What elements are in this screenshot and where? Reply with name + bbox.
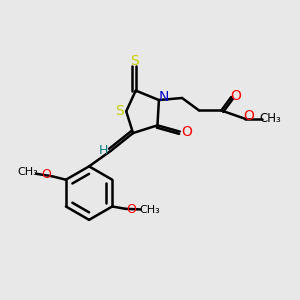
Text: O: O bbox=[127, 203, 136, 216]
Text: N: N bbox=[158, 89, 169, 103]
Text: CH₃: CH₃ bbox=[139, 205, 160, 215]
Text: S: S bbox=[115, 104, 124, 118]
Text: CH₃: CH₃ bbox=[260, 112, 281, 125]
Text: O: O bbox=[230, 88, 241, 103]
Text: CH₃: CH₃ bbox=[17, 167, 38, 177]
Text: H: H bbox=[98, 143, 108, 157]
Text: O: O bbox=[41, 168, 51, 181]
Text: O: O bbox=[181, 125, 192, 139]
Text: O: O bbox=[243, 109, 254, 123]
Text: S: S bbox=[130, 54, 139, 68]
